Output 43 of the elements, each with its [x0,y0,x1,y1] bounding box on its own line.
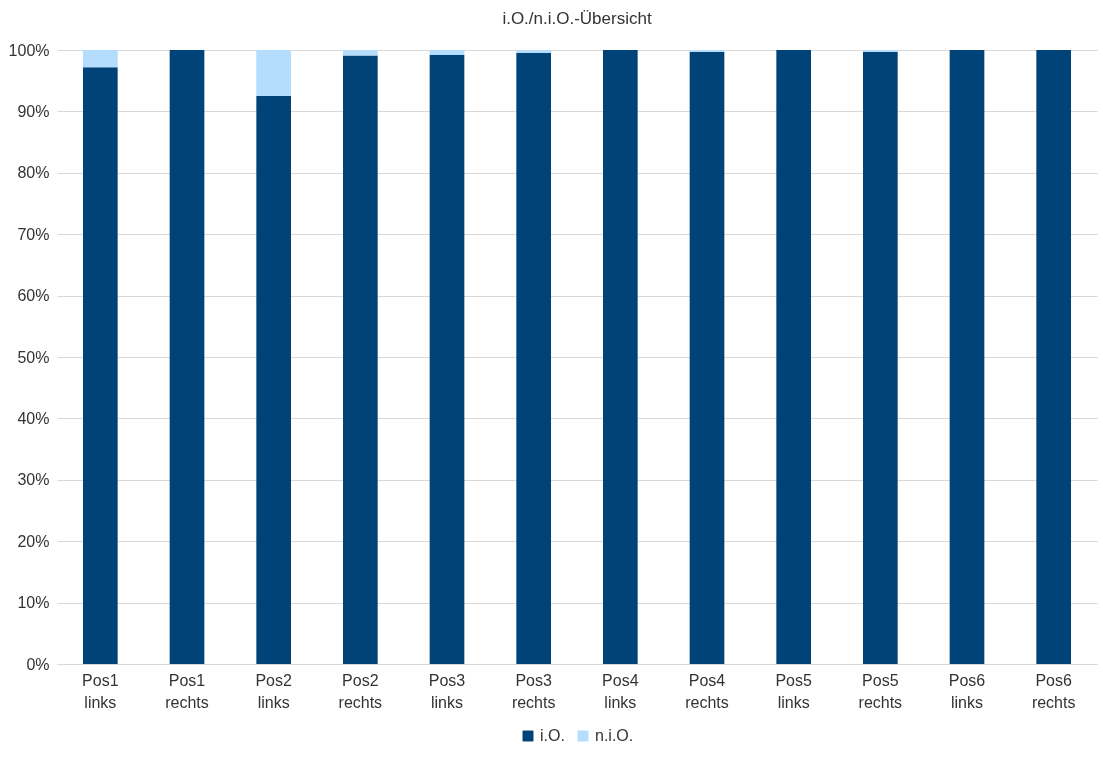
y-tick-label: 90% [17,102,50,120]
bar [169,50,205,664]
x-tick-label: Pos5 rechts [858,671,903,711]
x-tick-label: Pos4 links [602,671,639,711]
x-tick-label: Pos6 links [948,671,986,711]
y-tick-label: 100% [8,41,50,59]
bar [83,50,118,68]
y-tick-label: 0% [26,655,50,673]
x-tick-label: Pos1 links [82,671,119,711]
x-tick-label: Pos6 rechts [1031,671,1076,711]
y-tick-label: 10% [17,594,50,612]
bar [863,51,898,664]
bar [343,55,378,664]
y-tick-label: 50% [17,348,50,366]
bar [603,50,638,664]
x-tick-label: Pos3 rechts [511,671,556,711]
x-tick-label: Pos4 rechts [685,671,729,711]
bar [689,51,725,664]
y-tick-label: 40% [17,409,50,427]
legend-label: i.O. [540,727,565,744]
y-tick-label: 70% [17,225,50,243]
x-tick-label: Pos2 links [255,671,292,711]
x-tick-label: Pos2 rechts [338,671,383,711]
y-tick-label: 80% [17,164,50,182]
bar [949,50,985,664]
bar [429,54,465,664]
bar [256,96,291,664]
bar [1036,50,1071,664]
bar [256,50,291,97]
bar [776,50,811,664]
bar [516,50,551,54]
x-tick-label: Pos5 links [775,671,812,711]
bar [83,67,118,664]
y-tick-label: 60% [17,287,50,305]
chart-title: i.O./n.i.O.-Übersicht [502,9,652,28]
x-tick-label: Pos1 rechts [165,671,209,711]
bar [516,53,551,664]
y-tick-label: 20% [17,532,50,550]
y-tick-label: 30% [17,471,50,489]
x-tick-label: Pos3 links [428,671,466,711]
bar [429,50,465,55]
legend-label: n.i.O. [595,727,634,744]
bar [343,50,378,56]
